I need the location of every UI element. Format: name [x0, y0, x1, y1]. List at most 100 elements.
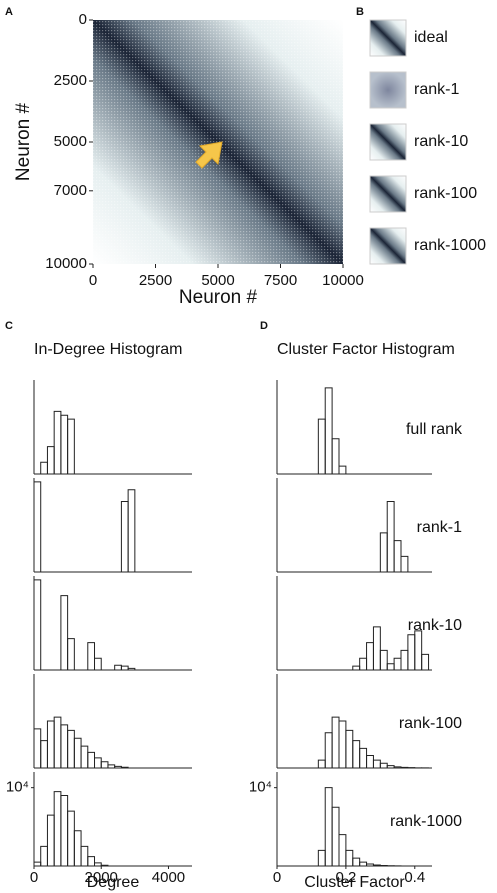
thumbnail-image	[369, 71, 407, 109]
histogram-bin	[359, 657, 368, 670]
histogram-bin	[120, 665, 129, 670]
x-tick-label: 5000	[201, 272, 234, 289]
histogram-bin	[331, 438, 340, 474]
histogram-bin	[372, 759, 381, 768]
histogram-bin	[40, 845, 48, 866]
histogram-bin	[33, 579, 42, 670]
histogram-bin	[67, 638, 75, 670]
histogram-bin	[331, 716, 340, 768]
y-tick-label: 10⁴	[249, 779, 272, 796]
thumbnail-image	[369, 123, 407, 161]
histogram-bin	[67, 810, 75, 866]
x-tick-label: 0.2	[335, 869, 356, 886]
histogram-bin	[352, 740, 361, 768]
histogram-bin	[87, 856, 96, 866]
histogram-bin	[352, 665, 361, 670]
histogram-bin	[359, 861, 368, 866]
histogram-bin	[53, 716, 62, 768]
arrow	[195, 141, 223, 169]
histogram-bin	[33, 481, 42, 572]
histogram-bin	[379, 532, 388, 572]
histogram-bin	[40, 740, 48, 768]
panel-label: A	[5, 6, 13, 18]
histogram-bin	[60, 724, 69, 768]
thumbnail-image	[369, 227, 407, 265]
histogram-bin	[400, 649, 409, 670]
histogram-bin	[46, 446, 55, 474]
thumbnail	[369, 71, 407, 109]
panel-label: B	[356, 6, 364, 18]
thumbnail-label: ideal	[414, 29, 448, 46]
x-tick-label: 2000	[85, 869, 118, 886]
histogram-bin	[345, 849, 354, 866]
histogram-bin	[127, 489, 136, 572]
histogram-bin	[73, 830, 82, 866]
histogram-bin	[317, 418, 326, 474]
y-tick-label: 0	[79, 11, 87, 28]
histogram-bin	[414, 630, 423, 670]
thumbnail	[369, 175, 407, 213]
histogram-bin	[60, 414, 69, 474]
histogram-bin	[94, 862, 102, 866]
thumbnail-label: rank-1000	[414, 237, 486, 254]
histogram-bin	[33, 861, 42, 866]
histogram-bin	[60, 795, 69, 866]
histogram-bin	[53, 410, 62, 474]
thumbnail	[369, 19, 407, 57]
histogram-bin	[366, 754, 374, 768]
panel-label: D	[260, 320, 268, 332]
x-tick-label: 7500	[264, 272, 297, 289]
histogram-bin	[73, 737, 82, 768]
histogram-bin	[359, 747, 368, 768]
histogram-bin	[100, 761, 109, 768]
histogram-bin	[324, 787, 333, 866]
histogram-bin	[87, 751, 96, 768]
y-axis-label: Neuron #	[13, 102, 34, 181]
histogram-bin	[60, 595, 69, 670]
thumbnail-label: rank-10	[414, 133, 468, 150]
row-label: rank-1000	[390, 813, 462, 830]
y-tick-label: 10000	[45, 255, 87, 272]
row-label: rank-100	[399, 715, 462, 732]
histogram-bin	[372, 626, 381, 670]
histogram-bin	[33, 728, 42, 768]
histogram-bin	[317, 759, 326, 768]
x-tick-label: 2500	[139, 272, 172, 289]
histogram-bin	[67, 418, 75, 474]
y-tick-label: 5000	[54, 133, 87, 150]
histogram-bin	[400, 555, 409, 572]
row-label: rank-1	[417, 519, 462, 536]
x-tick-label: 0	[30, 869, 38, 886]
x-axis-label: Neuron #	[179, 287, 258, 308]
thumbnail	[369, 227, 407, 265]
histogram-bin	[338, 834, 347, 866]
chart-title: In-Degree Histogram	[34, 341, 183, 358]
x-tick-label: 0.4	[404, 869, 425, 886]
histogram-bin	[331, 806, 340, 866]
x-axis-label: Cluster Factor	[304, 874, 405, 891]
histogram-bin	[324, 387, 333, 474]
thumbnail-image	[369, 19, 407, 57]
histogram-bin	[366, 642, 374, 670]
thumbnail-label: rank-100	[414, 185, 477, 202]
histogram-bin	[379, 649, 388, 670]
y-tick-label: 7000	[54, 182, 87, 199]
histogram-bin	[324, 732, 333, 768]
histogram-bin	[127, 667, 136, 670]
x-tick-label: 10000	[322, 272, 364, 289]
x-tick-label: 4000	[152, 869, 185, 886]
histogram-bin	[386, 663, 395, 670]
histogram-bin	[53, 791, 62, 866]
y-tick-label: 2500	[54, 72, 87, 89]
row-label: full rank	[406, 421, 463, 438]
row-label: rank-10	[408, 617, 462, 634]
panel-label: C	[5, 320, 13, 332]
histogram-bin	[379, 762, 388, 768]
x-tick-label: 0	[89, 272, 97, 289]
x-axis-label: Degree	[87, 874, 140, 891]
histogram-bin	[393, 657, 402, 670]
histogram-bin	[386, 501, 395, 572]
histogram-bin	[87, 642, 96, 670]
chart-title: Cluster Factor Histogram	[277, 341, 455, 358]
